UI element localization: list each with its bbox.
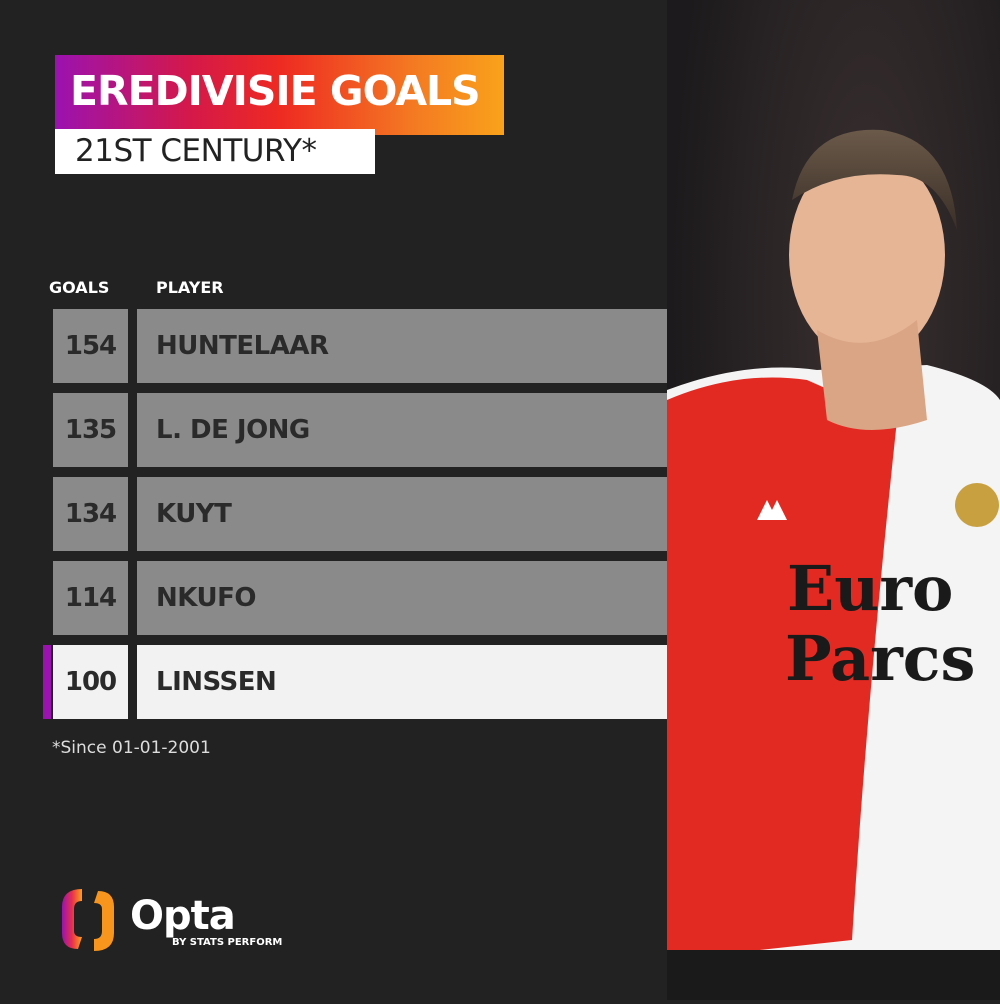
shorts (667, 950, 1000, 1000)
shirt-sponsor-line1: Euro (787, 552, 953, 625)
column-header-player: PLAYER (156, 278, 224, 297)
head (789, 150, 945, 360)
subtitle-banner: 21ST CENTURY* (55, 129, 375, 174)
brand-name: Opta (130, 893, 236, 939)
goals-cell: 114 (53, 561, 128, 635)
club-crest (955, 483, 999, 527)
goals-cell: 135 (53, 393, 128, 467)
title-banner: EREDIVISIE GOALS (55, 55, 504, 135)
shirt-red (667, 377, 897, 960)
player-cell: LINSSEN (137, 645, 667, 719)
neck (817, 320, 927, 430)
opta-logo-icon (62, 889, 114, 951)
table-row: 114 NKUFO (53, 561, 667, 635)
goals-cell: 154 (53, 309, 128, 383)
footnote: *Since 01-01-2001 (52, 738, 211, 758)
player-cell: HUNTELAAR (137, 309, 667, 383)
goals-cell: 100 (53, 645, 128, 719)
table-row: 154 HUNTELAAR (53, 309, 667, 383)
hair (792, 129, 957, 230)
goals-cell: 134 (53, 477, 128, 551)
player-cell: L. DE JONG (137, 393, 667, 467)
player-photo: Euro Parcs (667, 0, 1000, 1000)
adidas-logo (757, 500, 787, 520)
column-header-goals: GOALS (49, 278, 110, 297)
title: EREDIVISIE GOALS (70, 67, 481, 115)
shirt-sponsor-line2: Parcs (785, 622, 975, 695)
table-row: 134 KUYT (53, 477, 667, 551)
player-cell: NKUFO (137, 561, 667, 635)
subtitle: 21ST CENTURY* (75, 133, 317, 169)
player-illustration: Euro Parcs (667, 129, 1000, 1000)
brand-tagline: BY STATS PERFORM (172, 937, 283, 948)
table-row-highlighted: 100 LINSSEN (43, 645, 667, 719)
player-cell: KUYT (137, 477, 667, 551)
highlight-marker (43, 645, 51, 719)
table-row: 135 L. DE JONG (53, 393, 667, 467)
